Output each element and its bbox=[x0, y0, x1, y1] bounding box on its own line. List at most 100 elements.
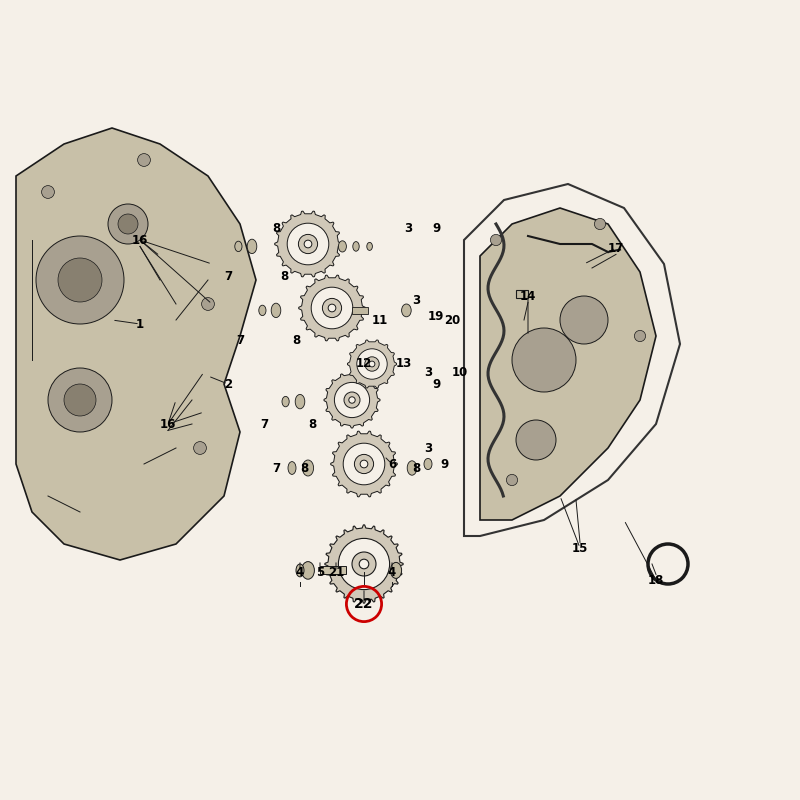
Circle shape bbox=[298, 234, 318, 254]
Polygon shape bbox=[16, 128, 256, 560]
Circle shape bbox=[516, 420, 556, 460]
Ellipse shape bbox=[407, 461, 417, 475]
Text: 7: 7 bbox=[260, 418, 268, 430]
Text: 16: 16 bbox=[160, 418, 176, 430]
Ellipse shape bbox=[402, 304, 411, 317]
Circle shape bbox=[322, 298, 342, 318]
Circle shape bbox=[349, 397, 355, 403]
Text: 8: 8 bbox=[412, 462, 420, 474]
Text: 8: 8 bbox=[300, 462, 308, 474]
Text: 2: 2 bbox=[224, 378, 232, 390]
Polygon shape bbox=[480, 208, 656, 520]
Text: 1: 1 bbox=[136, 318, 144, 330]
Circle shape bbox=[360, 460, 368, 468]
Text: 3: 3 bbox=[424, 366, 432, 378]
Circle shape bbox=[354, 454, 374, 474]
Text: 8: 8 bbox=[272, 222, 280, 234]
Circle shape bbox=[138, 154, 150, 166]
Bar bbox=[320, 566, 346, 574]
Ellipse shape bbox=[259, 306, 266, 315]
Text: 17: 17 bbox=[608, 242, 624, 254]
Text: 8: 8 bbox=[292, 334, 300, 346]
Ellipse shape bbox=[366, 242, 373, 250]
Polygon shape bbox=[325, 525, 403, 603]
Text: 18: 18 bbox=[648, 574, 664, 586]
Text: 15: 15 bbox=[572, 542, 588, 554]
Circle shape bbox=[287, 223, 329, 265]
Polygon shape bbox=[324, 372, 380, 428]
Text: 9: 9 bbox=[432, 378, 440, 390]
Circle shape bbox=[560, 296, 608, 344]
Text: 5: 5 bbox=[316, 566, 324, 578]
Circle shape bbox=[594, 218, 606, 230]
Text: 14: 14 bbox=[520, 290, 536, 302]
Text: 3: 3 bbox=[404, 222, 412, 234]
Ellipse shape bbox=[282, 397, 290, 406]
Text: 4: 4 bbox=[296, 566, 304, 578]
Text: 19: 19 bbox=[428, 310, 444, 322]
Circle shape bbox=[359, 559, 369, 569]
Text: 21: 21 bbox=[328, 566, 344, 578]
Circle shape bbox=[202, 298, 214, 310]
Text: 3: 3 bbox=[412, 294, 420, 306]
Circle shape bbox=[58, 258, 102, 302]
Circle shape bbox=[108, 204, 148, 244]
Circle shape bbox=[344, 392, 360, 408]
Circle shape bbox=[334, 382, 370, 418]
Circle shape bbox=[512, 328, 576, 392]
Circle shape bbox=[118, 214, 138, 234]
Ellipse shape bbox=[296, 564, 304, 577]
Text: 16: 16 bbox=[132, 234, 148, 246]
Text: 3: 3 bbox=[424, 442, 432, 454]
Text: 9: 9 bbox=[440, 458, 448, 470]
Circle shape bbox=[42, 186, 54, 198]
Text: 7: 7 bbox=[224, 270, 232, 282]
Circle shape bbox=[194, 442, 206, 454]
Circle shape bbox=[369, 361, 375, 367]
Circle shape bbox=[64, 384, 96, 416]
Ellipse shape bbox=[302, 460, 314, 476]
Circle shape bbox=[357, 349, 387, 379]
Text: 13: 13 bbox=[396, 358, 412, 370]
Bar bbox=[352, 307, 368, 314]
Circle shape bbox=[328, 304, 336, 312]
Text: 6: 6 bbox=[388, 458, 396, 470]
Bar bbox=[516, 290, 528, 298]
Text: 10: 10 bbox=[452, 366, 468, 378]
Text: 8: 8 bbox=[308, 418, 316, 430]
Text: 9: 9 bbox=[432, 222, 440, 234]
Text: 11: 11 bbox=[372, 314, 388, 326]
Text: 20: 20 bbox=[444, 314, 460, 326]
Circle shape bbox=[338, 538, 390, 590]
Polygon shape bbox=[274, 211, 342, 277]
Text: 4: 4 bbox=[388, 566, 396, 578]
Circle shape bbox=[343, 443, 385, 485]
Ellipse shape bbox=[353, 242, 359, 251]
Polygon shape bbox=[347, 340, 397, 388]
Text: 7: 7 bbox=[272, 462, 280, 474]
Polygon shape bbox=[298, 275, 366, 341]
Ellipse shape bbox=[424, 458, 432, 470]
Circle shape bbox=[352, 552, 376, 576]
Ellipse shape bbox=[288, 462, 296, 474]
Ellipse shape bbox=[271, 303, 281, 318]
Ellipse shape bbox=[390, 562, 402, 578]
Text: 22: 22 bbox=[354, 597, 374, 611]
Circle shape bbox=[36, 236, 124, 324]
Ellipse shape bbox=[338, 241, 346, 252]
Ellipse shape bbox=[295, 394, 305, 409]
Circle shape bbox=[506, 474, 518, 486]
Ellipse shape bbox=[302, 562, 314, 579]
Circle shape bbox=[365, 357, 379, 371]
Polygon shape bbox=[330, 431, 398, 497]
Text: 8: 8 bbox=[280, 270, 288, 282]
Circle shape bbox=[490, 234, 502, 246]
Circle shape bbox=[311, 287, 353, 329]
Ellipse shape bbox=[235, 242, 242, 252]
Circle shape bbox=[48, 368, 112, 432]
Circle shape bbox=[634, 330, 646, 342]
Circle shape bbox=[304, 240, 312, 248]
Text: 12: 12 bbox=[356, 358, 372, 370]
Ellipse shape bbox=[247, 239, 257, 254]
Text: 7: 7 bbox=[236, 334, 244, 346]
